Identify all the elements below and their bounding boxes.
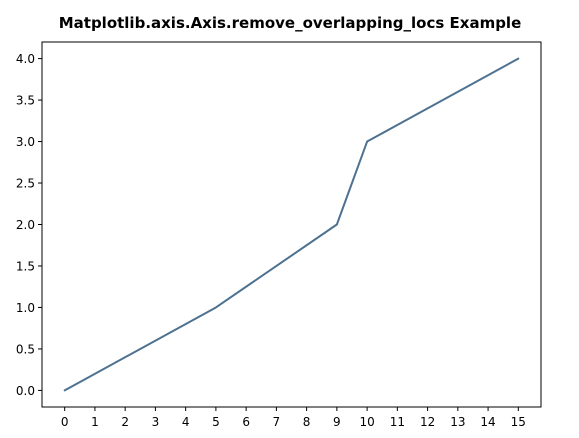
y-tick-label: 0.0 [16, 384, 35, 398]
y-tick-label: 3.5 [16, 94, 35, 108]
axes-frame [41, 41, 542, 408]
x-tick-label: 5 [212, 415, 220, 429]
y-tick-label: 1.0 [16, 301, 35, 315]
x-tick-label: 4 [182, 415, 190, 429]
plot-area [63, 57, 520, 392]
x-tick-label: 0 [61, 415, 69, 429]
y-tick-label: 0.5 [16, 342, 35, 356]
x-tick-label: 14 [480, 415, 495, 429]
y-tick-label: 3.0 [16, 135, 35, 149]
x-tick-label: 3 [152, 415, 160, 429]
x-axis: 0 1 2 3 4 5 6 7 8 9 10 11 12 13 14 15 [61, 407, 526, 429]
x-tick-label: 15 [511, 415, 526, 429]
y-tick-label: 4.0 [16, 52, 35, 66]
chart-title: Matplotlib.axis.Axis.remove_overlapping_… [59, 14, 522, 32]
x-tick-label: 13 [450, 415, 465, 429]
x-tick-label: 6 [242, 415, 250, 429]
series-line [63, 57, 520, 392]
x-tick-label: 12 [420, 415, 435, 429]
y-tick-label: 2.5 [16, 177, 35, 191]
x-tick-label: 2 [121, 415, 129, 429]
x-tick-label: 8 [303, 415, 311, 429]
y-axis: 0.0 0.5 1.0 1.5 2.0 2.5 3.0 3.5 4.0 [16, 52, 42, 398]
x-tick-label: 10 [359, 415, 374, 429]
x-tick-label: 7 [273, 415, 281, 429]
x-tick-label: 9 [333, 415, 341, 429]
y-tick-label: 2.0 [16, 218, 35, 232]
y-tick-label: 1.5 [16, 259, 35, 273]
x-tick-label: 1 [91, 415, 99, 429]
x-tick-label: 11 [390, 415, 405, 429]
